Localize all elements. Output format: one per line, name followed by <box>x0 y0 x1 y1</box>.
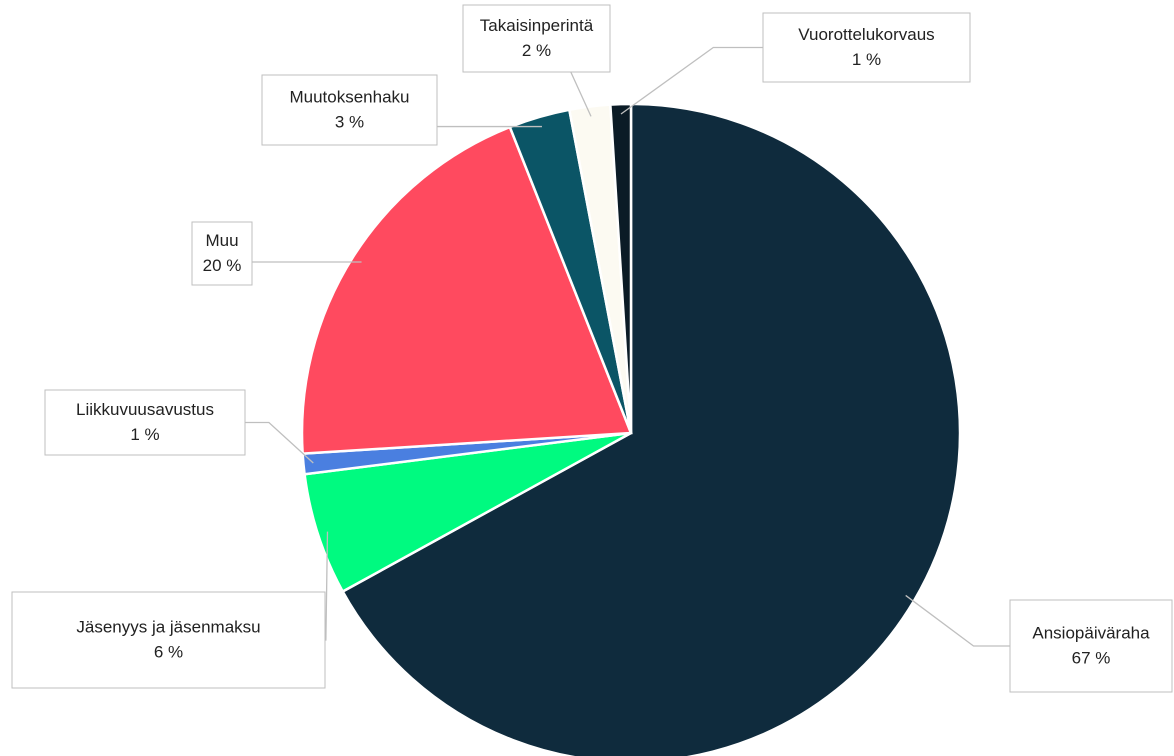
slice-label: Muu <box>205 231 238 250</box>
pie-slice <box>300 125 633 455</box>
value-label: 2 % <box>522 41 551 60</box>
leader-line <box>905 594 1010 647</box>
label-box <box>762 12 971 83</box>
slice-label: Muutoksenhaku <box>289 87 409 106</box>
leader-line <box>245 421 314 464</box>
pie-slice <box>609 102 633 434</box>
value-label: 6 % <box>154 642 183 661</box>
label-box <box>44 389 246 456</box>
value-label: 1 % <box>130 425 159 444</box>
value-label: 1 % <box>852 50 881 69</box>
value-label: 67 % <box>1072 648 1111 667</box>
leader-line <box>620 46 763 115</box>
slice-label: Vuorottelukorvaus <box>798 25 934 44</box>
label-box <box>462 4 611 73</box>
slice-label: Jäsenyys ja jäsenmaksu <box>76 617 260 636</box>
value-label: 3 % <box>335 112 364 131</box>
slice-label: Liikkuvuusavustus <box>76 400 214 419</box>
pie-slice <box>340 102 962 756</box>
slice-label: Ansiopäiväraha <box>1032 623 1150 642</box>
label-box <box>1009 599 1173 693</box>
label-box <box>11 591 326 689</box>
value-label: 20 % <box>203 256 242 275</box>
label-box <box>261 74 438 146</box>
slice-label: Takaisinperintä <box>480 16 594 35</box>
label-box <box>191 221 253 286</box>
pie-slice <box>303 431 632 594</box>
